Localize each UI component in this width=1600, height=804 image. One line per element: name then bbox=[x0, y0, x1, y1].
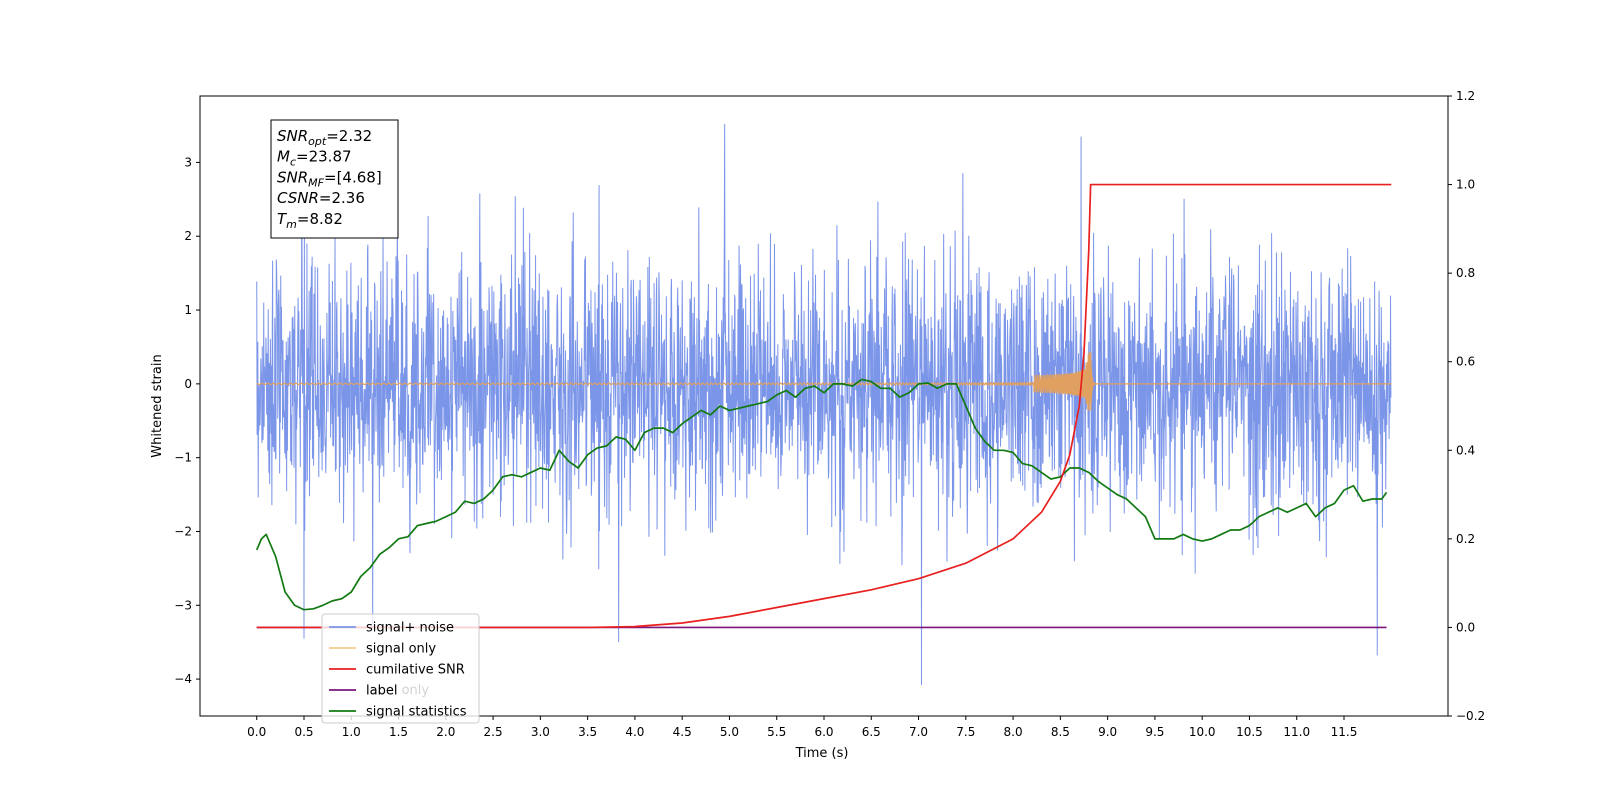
legend: label only signal+ noise signal only cumila… bbox=[321, 613, 480, 724]
annotation-subscript: c bbox=[290, 156, 296, 169]
annotation-value: =2.32 bbox=[326, 127, 372, 145]
series-signal-noise-line bbox=[256, 124, 1392, 686]
x-tick-label: 6.5 bbox=[862, 725, 881, 739]
x-tick-label: 1.5 bbox=[389, 725, 408, 739]
x-tick-label: 3.0 bbox=[531, 725, 550, 739]
x-tick-label: 5.0 bbox=[720, 725, 739, 739]
annotation-value: =23.87 bbox=[296, 148, 352, 166]
annotation-name: CSNR bbox=[277, 189, 319, 207]
y-axis-left: −4 −3 −2 −1 0 1 2 3 bbox=[174, 155, 200, 686]
x-tick-label: 0.5 bbox=[294, 725, 313, 739]
y2-tick-label: 0.8 bbox=[1456, 266, 1475, 280]
y-tick-label: −4 bbox=[174, 672, 192, 686]
annotation-name: SNR bbox=[277, 168, 308, 186]
y-tick-label: 2 bbox=[184, 229, 192, 243]
annotation-name: M bbox=[277, 148, 290, 166]
y-axis-label: Whitened strain bbox=[150, 354, 165, 457]
x-tick-label: 9.0 bbox=[1098, 725, 1117, 739]
x-tick-label: 9.5 bbox=[1145, 725, 1164, 739]
x-tick-label: 7.5 bbox=[956, 725, 975, 739]
x-tick-label: 2.0 bbox=[436, 725, 455, 739]
series-cumulative-snr-line bbox=[256, 183, 1392, 629]
x-axis-label: Time (s) bbox=[795, 746, 849, 761]
annotation-frame bbox=[270, 119, 399, 239]
x-tick-label: 11.0 bbox=[1283, 725, 1310, 739]
annotation-line-2: SNRMF=[4.68] bbox=[277, 168, 382, 189]
y2-tick-label: 0.2 bbox=[1456, 532, 1475, 546]
y-axis-right: −0.2 0.0 0.2 0.4 0.6 0.8 1.0 1.2 bbox=[1448, 89, 1485, 723]
x-tick-label: 2.5 bbox=[484, 725, 503, 739]
annotation-line-0: SNRopt=2.32 bbox=[277, 127, 372, 148]
x-tick-label: 8.5 bbox=[1051, 725, 1070, 739]
x-tick-label: 10.0 bbox=[1189, 725, 1216, 739]
series-signal-only-line bbox=[256, 352, 1392, 411]
x-tick-label: 5.5 bbox=[767, 725, 786, 739]
x-tick-label: 3.5 bbox=[578, 725, 597, 739]
x-tick-label: 8.0 bbox=[1004, 725, 1023, 739]
y2-tick-label: 0.4 bbox=[1456, 443, 1475, 457]
annotation-line-1: Mc=23.87 bbox=[277, 148, 352, 169]
legend-label: signal only bbox=[366, 642, 436, 657]
x-tick-label: 4.0 bbox=[625, 725, 644, 739]
x-tick-label: 1.0 bbox=[342, 725, 361, 739]
annotation-value: =2.36 bbox=[319, 189, 365, 207]
legend-frame bbox=[321, 613, 480, 724]
y-tick-label: 3 bbox=[184, 155, 192, 169]
annotation-line-3: CSNR=2.36 bbox=[277, 189, 365, 207]
annotation-subscript: m bbox=[286, 218, 297, 231]
annotation-box: SNRopt=2.32Mc=23.87SNRMF=[4.68]CSNR=2.36… bbox=[270, 119, 399, 239]
y-tick-label: −1 bbox=[174, 451, 192, 465]
y-tick-label: 1 bbox=[184, 303, 192, 317]
y-tick-label: −2 bbox=[174, 524, 192, 538]
y-tick-label: −3 bbox=[174, 598, 192, 612]
y2-tick-label: 1.2 bbox=[1456, 89, 1475, 103]
annotation-subscript: opt bbox=[308, 135, 327, 148]
annotation-value: =8.82 bbox=[297, 210, 343, 228]
y2-tick-label: 0.0 bbox=[1456, 620, 1475, 634]
x-axis: 0.0 0.5 1.0 1.5 2.0 2.5 3.0 3.5 4.0 4.5 5.0 5.5 6.0 6… bbox=[247, 716, 1357, 739]
x-tick-label: 6.0 bbox=[814, 725, 833, 739]
y2-tick-label: 1.0 bbox=[1456, 178, 1475, 192]
y2-tick-label: −0.2 bbox=[1456, 709, 1485, 723]
legend-hidden-text: label only bbox=[366, 683, 429, 698]
legend-label: cumilative SNR bbox=[366, 663, 465, 678]
x-tick-label: 4.5 bbox=[673, 725, 692, 739]
legend-label: signal statistics bbox=[366, 705, 467, 720]
legend-label: label bbox=[366, 684, 397, 699]
series-signal-statistics-line bbox=[255, 378, 1388, 611]
annotation-name: SNR bbox=[277, 127, 308, 145]
x-tick-label: 10.5 bbox=[1236, 725, 1263, 739]
x-tick-label: 11.5 bbox=[1331, 725, 1358, 739]
x-tick-label: 7.0 bbox=[909, 725, 928, 739]
y2-tick-label: 0.6 bbox=[1456, 355, 1475, 369]
legend-label: signal+ noise bbox=[366, 621, 454, 636]
x-tick-label: 0.0 bbox=[247, 725, 266, 739]
annotation-line-4: Tm=8.82 bbox=[277, 210, 343, 231]
y-tick-label: 0 bbox=[184, 377, 192, 391]
annotation-name: T bbox=[277, 210, 288, 228]
annotation-subscript: MF bbox=[308, 176, 324, 189]
annotation-value: =[4.68] bbox=[324, 168, 382, 186]
